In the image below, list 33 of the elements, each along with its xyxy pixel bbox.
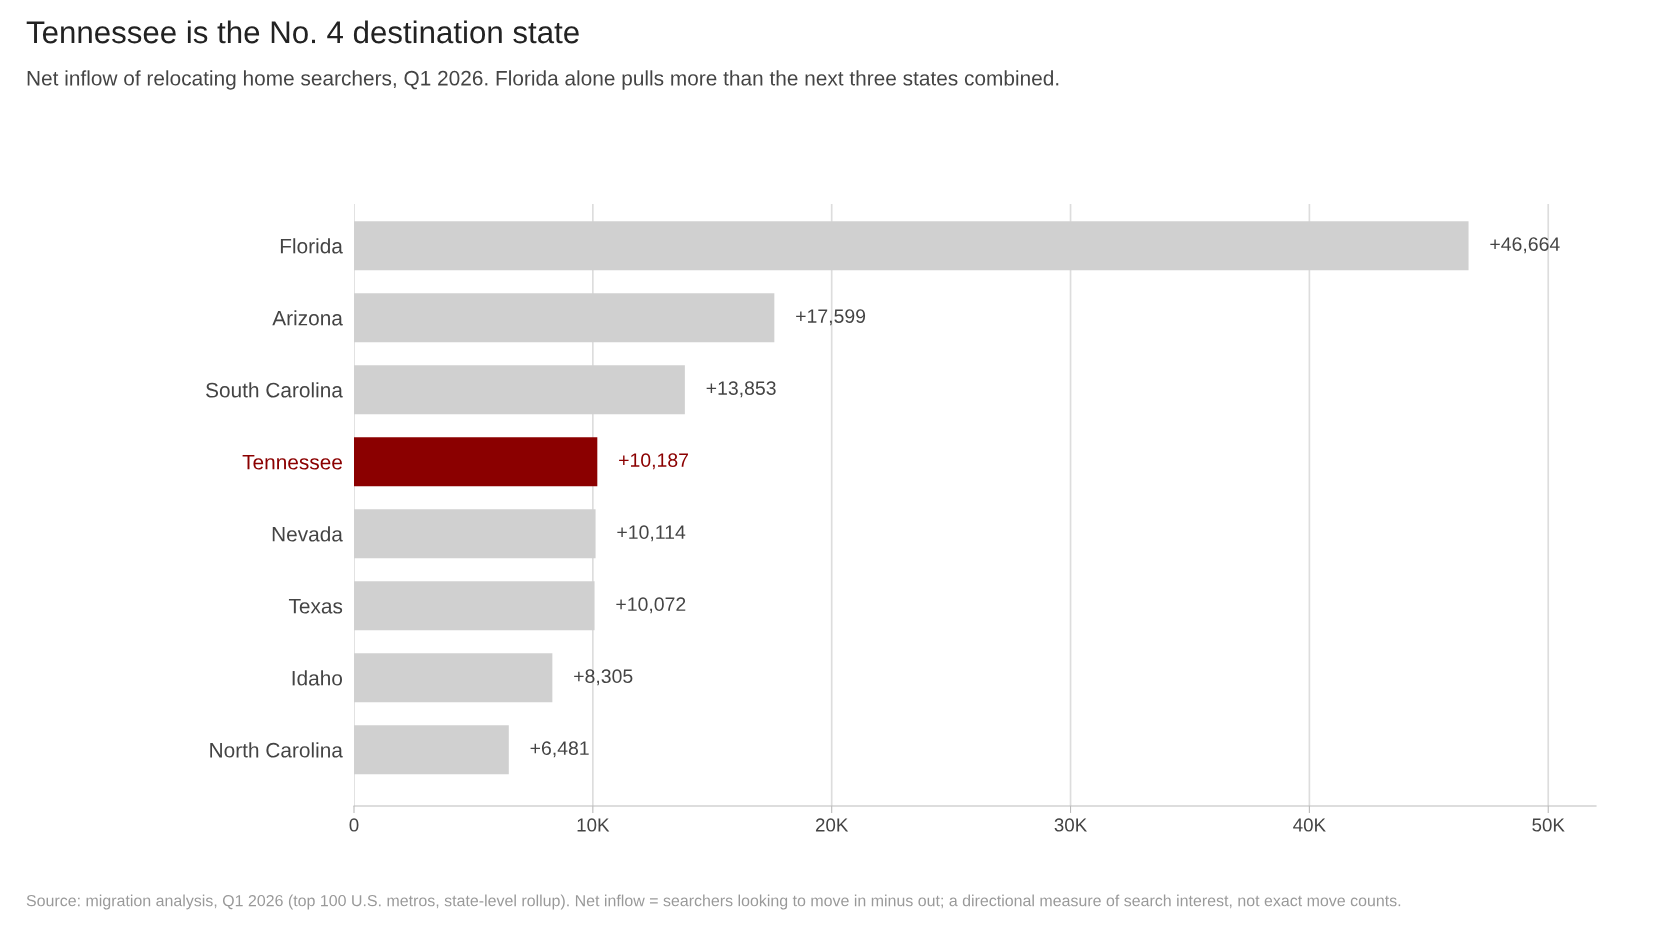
y-tick-label: Tennessee	[242, 455, 342, 470]
x-tick-label: 20K	[815, 818, 849, 832]
data-label: +46,664	[1490, 237, 1560, 254]
y-tick-label: Nevada	[272, 526, 343, 542]
data-label: +10,114	[617, 525, 686, 542]
bar	[354, 581, 595, 631]
bar	[354, 725, 509, 775]
bar	[354, 221, 1469, 271]
bar	[354, 509, 596, 559]
x-tick-label: 10K	[577, 818, 610, 832]
bar	[354, 437, 598, 487]
y-tick-label: Idaho	[292, 670, 343, 686]
chart-title: Tennessee is the No. 4 destination state	[26, 20, 579, 44]
data-label: +13,853	[706, 381, 776, 398]
x-tick-label: 0	[349, 818, 359, 832]
source-note: Source: migration analysis, Q1 2026 (top 100 U.S. metros, state-level rollup). Net inflow = searchers looking to move in minus out; a directional measure of search interest, not exact move counts.	[26, 894, 1401, 910]
data-label: +6,481	[530, 741, 589, 758]
data-label: +10,187	[619, 453, 688, 470]
y-tick-label: Florida	[280, 238, 343, 254]
bar	[354, 653, 553, 703]
data-label: +8,305	[574, 669, 633, 686]
chart-subtitle: Net inflow of relocating home searchers, Q1 2026. Florida alone pulls more than the next three states combined.	[27, 70, 1059, 90]
x-tick-label: 30K	[1054, 818, 1088, 832]
data-label: +10,072	[616, 597, 686, 614]
y-tick-label: Arizona	[272, 310, 343, 326]
bar	[354, 293, 775, 343]
x-tick-label: 50K	[1532, 818, 1565, 832]
y-tick-label: North Carolina	[210, 742, 343, 758]
bar	[354, 365, 685, 415]
y-tick-label: South Carolina	[206, 382, 343, 398]
y-tick-label: Texas	[288, 599, 343, 614]
x-tick-label: 40K	[1293, 818, 1326, 832]
data-label: +17,599	[796, 309, 866, 326]
